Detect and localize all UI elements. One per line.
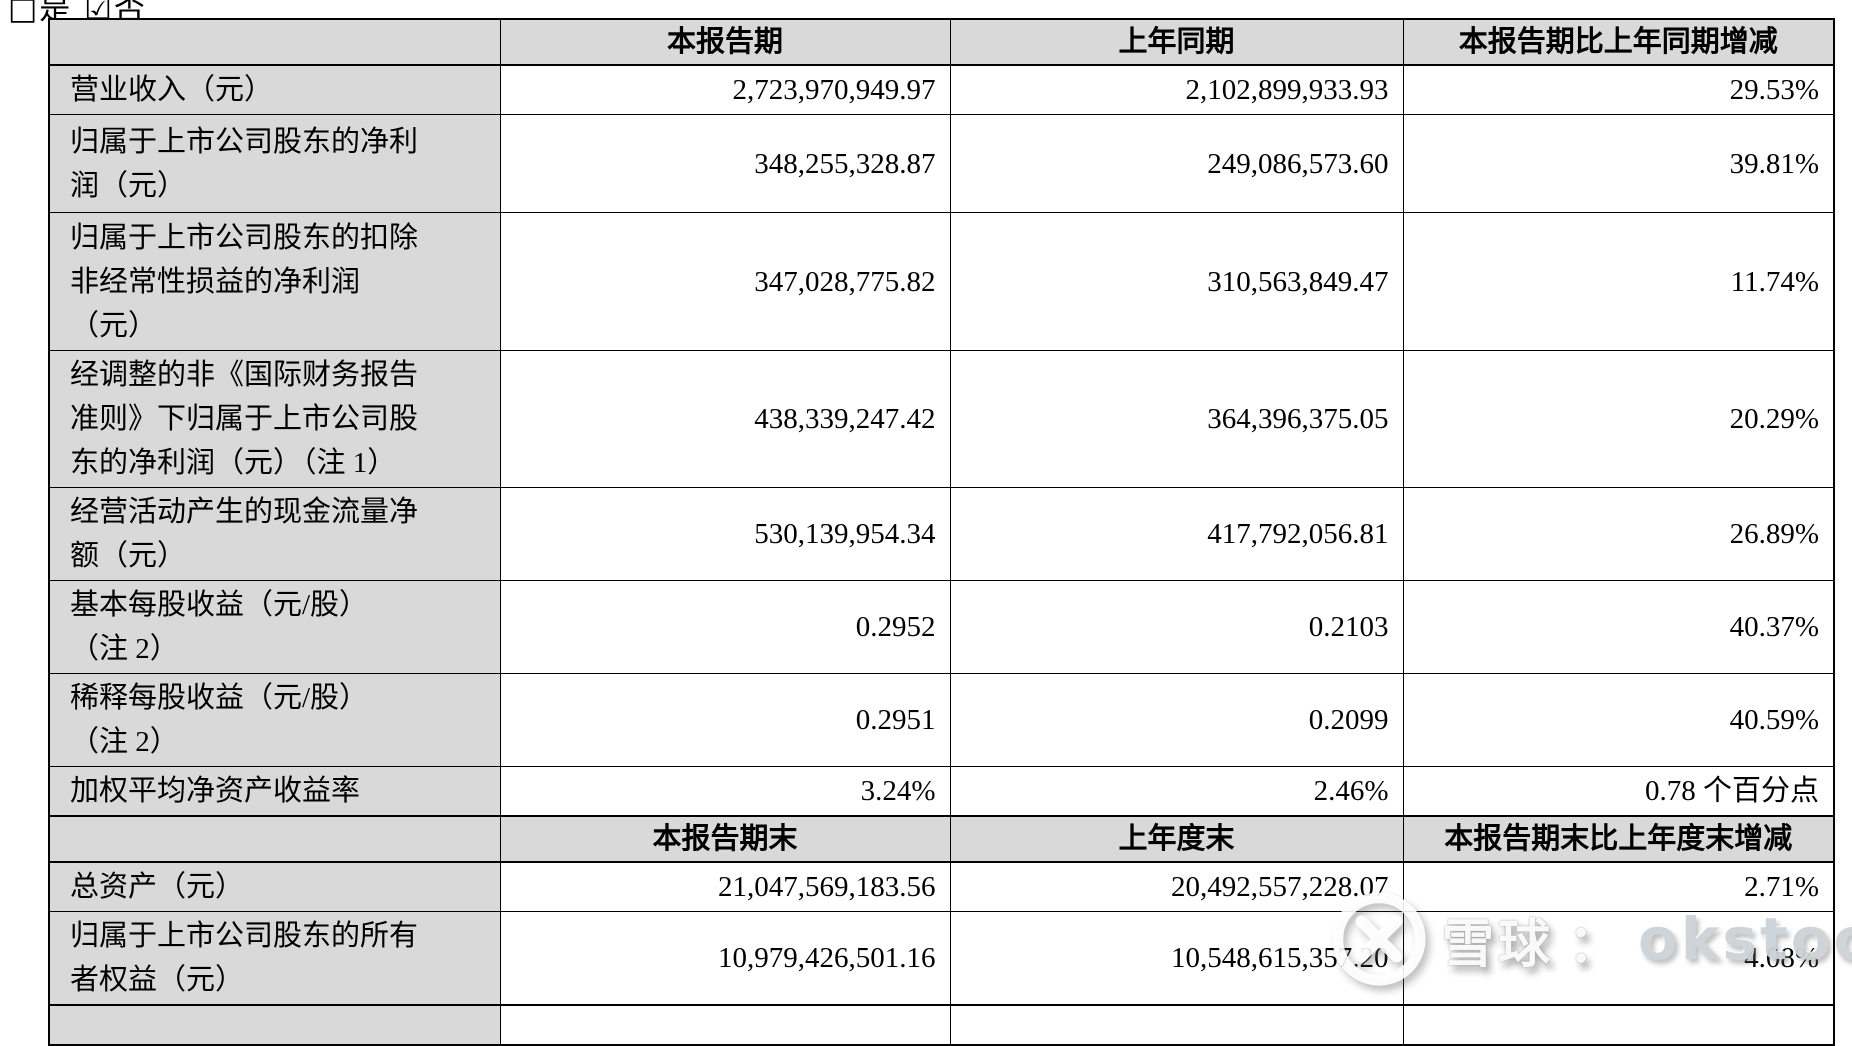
row-label: 归属于上市公司股东的净利 润（元）: [48, 114, 501, 213]
row-label: 归属于上市公司股东的所有 者权益（元）: [48, 911, 501, 1006]
current-value: 348,255,328.87: [499, 114, 951, 213]
prior-value: 417,792,056.81: [949, 487, 1404, 581]
current-value: 21,047,569,183.56: [499, 861, 951, 912]
current-value: 0.2951: [499, 673, 951, 767]
prior-value: 0.2103: [949, 580, 1404, 674]
period-header-prior: 上年同期: [949, 18, 1404, 66]
prior-value: 310,563,849.47: [949, 212, 1404, 351]
prior-value: 2.46%: [949, 766, 1404, 817]
table-row-basic-eps: 基本每股收益（元/股） （注 2） 0.2952 0.2103 40.37%: [48, 580, 1835, 674]
change-value: 0.78 个百分点: [1402, 766, 1835, 817]
table-row-net-profit: 归属于上市公司股东的净利 润（元） 348,255,328.87 249,086…: [48, 114, 1835, 213]
change-value: 4.08%: [1402, 911, 1835, 1006]
change-value: 2.71%: [1402, 861, 1835, 912]
prior-value: [949, 1004, 1404, 1046]
checkbox-note: □是 ☑否: [8, 0, 147, 27]
change-value: 11.74%: [1402, 212, 1835, 351]
prior-value: 10,548,615,357.20: [949, 911, 1404, 1006]
row-label: 归属于上市公司股东的扣除 非经常性损益的净利润 （元）: [48, 212, 501, 351]
prior-value: 2,102,899,933.93: [949, 64, 1404, 115]
current-value: 438,339,247.42: [499, 350, 951, 488]
row-label: [48, 1004, 501, 1046]
row-label: 稀释每股收益（元/股） （注 2）: [48, 673, 501, 767]
current-value: 10,979,426,501.16: [499, 911, 951, 1006]
change-value: 40.37%: [1402, 580, 1835, 674]
end-header-current: 本报告期末: [499, 815, 951, 863]
key-financials-table: 本报告期 上年同期 本报告期比上年同期增减 营业收入（元） 2,723,970,…: [48, 18, 1835, 1046]
row-label: 经营活动产生的现金流量净 额（元）: [48, 487, 501, 581]
row-label: 总资产（元）: [48, 861, 501, 912]
current-value: 0.2952: [499, 580, 951, 674]
table-row-revenue: 营业收入（元） 2,723,970,949.97 2,102,899,933.9…: [48, 64, 1835, 115]
prior-value: 249,086,573.60: [949, 114, 1404, 213]
period-header-current: 本报告期: [499, 18, 951, 66]
table-row-operating-cash-flow: 经营活动产生的现金流量净 额（元） 530,139,954.34 417,792…: [48, 487, 1835, 581]
current-value: 347,028,775.82: [499, 212, 951, 351]
current-value: [499, 1004, 951, 1046]
current-value: 3.24%: [499, 766, 951, 817]
table-row-clipped: [48, 1004, 1835, 1046]
period-header-row: 本报告期 上年同期 本报告期比上年同期增减: [48, 18, 1835, 66]
prior-value: 0.2099: [949, 673, 1404, 767]
period-header-empty-cell: [48, 18, 501, 66]
table-row-adjusted-non-ifrs: 经调整的非《国际财务报告 准则》下归属于上市公司股 东的净利润（元）（注 1） …: [48, 350, 1835, 488]
change-value: 39.81%: [1402, 114, 1835, 213]
end-header-prior: 上年度末: [949, 815, 1404, 863]
end-header-change: 本报告期末比上年度末增减: [1402, 815, 1835, 863]
row-label: 营业收入（元）: [48, 64, 501, 115]
row-label: 基本每股收益（元/股） （注 2）: [48, 580, 501, 674]
change-value: 26.89%: [1402, 487, 1835, 581]
prior-value: 20,492,557,228.07: [949, 861, 1404, 912]
change-value: [1402, 1004, 1835, 1046]
period-header-change: 本报告期比上年同期增减: [1402, 18, 1835, 66]
table-row-total-assets: 总资产（元） 21,047,569,183.56 20,492,557,228.…: [48, 861, 1835, 912]
period-end-header-row: 本报告期末 上年度末 本报告期末比上年度末增减: [48, 815, 1835, 863]
prior-value: 364,396,375.05: [949, 350, 1404, 488]
row-label: 加权平均净资产收益率: [48, 766, 501, 817]
current-value: 2,723,970,949.97: [499, 64, 951, 115]
table-row-net-profit-deducted: 归属于上市公司股东的扣除 非经常性损益的净利润 （元） 347,028,775.…: [48, 212, 1835, 351]
change-value: 40.59%: [1402, 673, 1835, 767]
current-value: 530,139,954.34: [499, 487, 951, 581]
table-row-weighted-roe: 加权平均净资产收益率 3.24% 2.46% 0.78 个百分点: [48, 766, 1835, 817]
end-header-empty-cell: [48, 815, 501, 863]
table-row-shareholders-equity: 归属于上市公司股东的所有 者权益（元） 10,979,426,501.16 10…: [48, 911, 1835, 1006]
row-label: 经调整的非《国际财务报告 准则》下归属于上市公司股 东的净利润（元）（注 1）: [48, 350, 501, 488]
table-row-diluted-eps: 稀释每股收益（元/股） （注 2） 0.2951 0.2099 40.59%: [48, 673, 1835, 767]
change-value: 29.53%: [1402, 64, 1835, 115]
change-value: 20.29%: [1402, 350, 1835, 488]
